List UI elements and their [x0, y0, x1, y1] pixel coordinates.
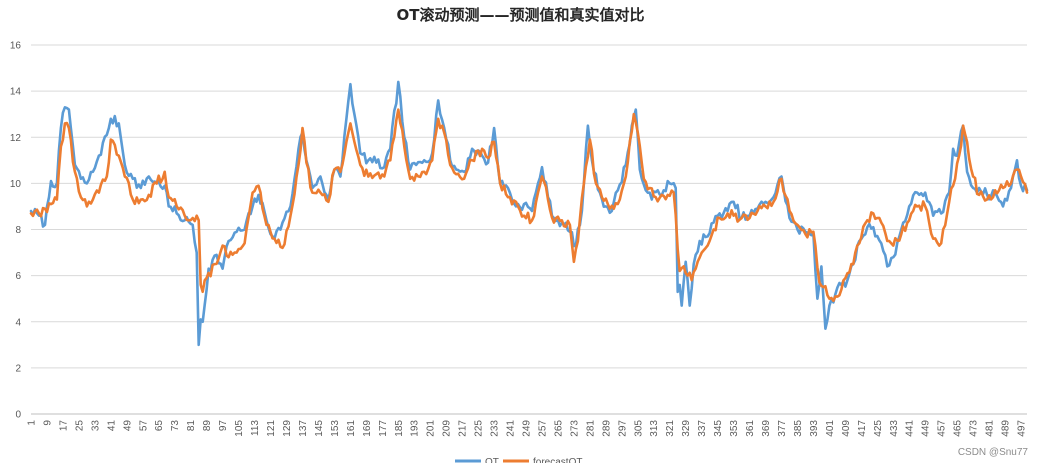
x-tick-label: 409	[841, 420, 852, 437]
x-tick-label: 41	[106, 420, 117, 432]
x-tick-label: 297	[617, 420, 628, 437]
y-tick-label: 4	[15, 317, 21, 328]
x-tick-label: 345	[713, 420, 724, 437]
x-tick-label: 497	[1017, 420, 1028, 437]
x-tick-label: 417	[857, 420, 868, 437]
x-tick-label: 377	[777, 420, 788, 437]
x-tick-label: 321	[665, 420, 676, 437]
x-tick-label: 369	[761, 420, 772, 437]
x-tick-label: 249	[522, 420, 533, 437]
x-tick-label: 449	[921, 420, 932, 437]
y-axis-ticks: 0 2 4 6 8 10 12 14 16	[10, 41, 22, 421]
x-tick-label: 217	[458, 420, 469, 437]
x-tick-label: 65	[154, 420, 165, 432]
x-tick-label: 489	[1001, 420, 1012, 437]
x-tick-label: 273	[569, 420, 580, 437]
x-tick-label: 105	[234, 420, 245, 437]
x-tick-label: 305	[633, 420, 644, 437]
legend-label: OT	[485, 457, 499, 463]
x-tick-label: 481	[985, 420, 996, 437]
x-axis: 1 9 17 25 33 41 49 57 65 73 81 89 97 105 113 121 129 137 1…	[27, 420, 1028, 437]
x-tick-label: 161	[346, 420, 357, 437]
y-tick-label: 14	[10, 87, 22, 98]
x-tick-label: 257	[537, 420, 548, 437]
x-tick-label: 289	[601, 420, 612, 437]
x-tick-label: 57	[138, 420, 149, 432]
x-tick-label: 129	[282, 420, 293, 437]
x-tick-label: 265	[553, 420, 564, 437]
x-tick-label: 393	[809, 420, 820, 437]
x-tick-label: 1	[27, 420, 38, 426]
x-tick-label: 465	[953, 420, 964, 437]
x-tick-label: 457	[937, 420, 948, 437]
x-tick-label: 353	[729, 420, 740, 437]
x-tick-label: 313	[649, 420, 660, 437]
x-tick-label: 329	[681, 420, 692, 437]
x-tick-label: 137	[298, 420, 309, 437]
x-tick-label: 233	[490, 420, 501, 437]
x-tick-label: 425	[873, 420, 884, 437]
watermark: CSDN @Snu77	[958, 447, 1029, 458]
y-tick-label: 12	[10, 133, 22, 144]
x-tick-label: 201	[426, 420, 437, 437]
x-tick-label: 73	[170, 420, 181, 432]
x-tick-label: 145	[314, 420, 325, 437]
x-tick-label: 401	[825, 420, 836, 437]
x-tick-label: 337	[697, 420, 708, 437]
x-tick-label: 33	[90, 420, 101, 432]
x-tick-label: 385	[793, 420, 804, 437]
x-tick-label: 9	[42, 420, 53, 426]
x-tick-label: 153	[330, 420, 341, 437]
x-tick-label: 97	[218, 420, 229, 432]
series-line-forecastot	[29, 108, 1029, 303]
legend-label: forecastOT	[533, 457, 582, 463]
x-tick-label: 241	[506, 420, 517, 437]
legend: OT forecastOT	[455, 457, 582, 463]
y-tick-label: 2	[15, 363, 21, 374]
x-tick-label: 193	[410, 420, 421, 437]
series-lines	[29, 80, 1029, 347]
x-tick-label: 441	[905, 420, 916, 437]
x-tick-label: 17	[58, 420, 69, 432]
y-tick-label: 0	[15, 410, 21, 421]
x-tick-label: 169	[362, 420, 373, 437]
x-tick-label: 89	[202, 420, 213, 432]
x-tick-label: 177	[378, 420, 389, 437]
y-tick-label: 8	[15, 225, 21, 236]
x-tick-label: 225	[474, 420, 485, 437]
x-tick-label: 113	[250, 420, 261, 436]
chart-title: OT滚动预测——预测值和真实值对比	[397, 6, 645, 24]
y-tick-label: 6	[15, 271, 21, 282]
x-tick-label: 209	[442, 420, 453, 437]
x-tick-label: 49	[122, 420, 133, 432]
x-tick-label: 121	[266, 420, 277, 437]
x-tick-label: 281	[585, 420, 596, 437]
x-tick-label: 433	[889, 420, 900, 437]
x-tick-label: 361	[745, 420, 756, 437]
y-tick-label: 10	[10, 179, 22, 190]
x-tick-label: 25	[74, 420, 85, 432]
x-tick-label: 81	[186, 420, 197, 432]
y-tick-label: 16	[10, 41, 22, 52]
gridlines	[31, 44, 1027, 415]
x-tick-label: 473	[969, 420, 980, 437]
x-tick-label: 185	[394, 420, 405, 437]
